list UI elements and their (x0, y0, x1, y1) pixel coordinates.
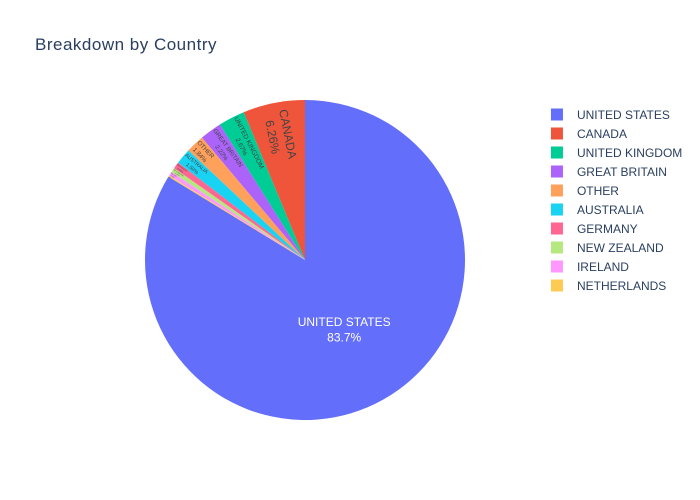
svg-text:NEW ZEALAND: NEW ZEALAND (577, 241, 664, 255)
svg-text:GREAT BRITAIN: GREAT BRITAIN (577, 165, 667, 179)
svg-text:OTHER: OTHER (577, 184, 619, 198)
svg-text:GERMANY: GERMANY (577, 222, 638, 236)
svg-text:UNITED KINGDOM: UNITED KINGDOM (577, 146, 682, 160)
svg-text:NEW ZEALAND0.47%: NEW ZEALAND0.47% (171, 168, 185, 180)
svg-text:UNITED STATES: UNITED STATES (577, 108, 670, 122)
svg-text:Breakdown by Country: Breakdown by Country (35, 35, 217, 54)
svg-text:AUSTRALIA: AUSTRALIA (577, 203, 644, 217)
svg-text:NETHERLANDS: NETHERLANDS (577, 279, 666, 293)
svg-text:CANADA: CANADA (577, 127, 627, 141)
svg-text:IRELAND: IRELAND (577, 260, 629, 274)
svg-text:GERMANY0.68%: GERMANY0.68% (174, 163, 188, 176)
